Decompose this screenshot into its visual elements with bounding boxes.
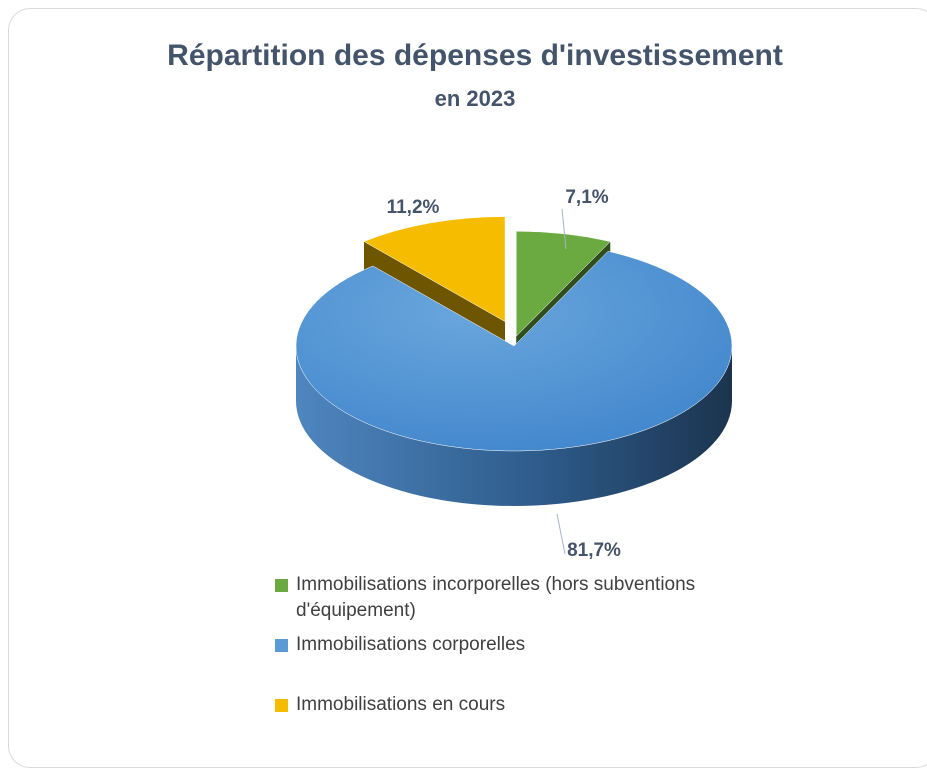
chart-subtitle: en 2023 bbox=[435, 86, 516, 111]
legend-label: Immobilisations corporelles bbox=[296, 634, 526, 655]
chart: Répartition des dépenses d'investissemen… bbox=[167, 39, 783, 561]
legend-item: Immobilisations corporelles bbox=[275, 632, 795, 658]
slice-side bbox=[296, 346, 732, 506]
chart-title: Répartition des dépenses d'investissemen… bbox=[167, 39, 783, 72]
legend-swatch bbox=[275, 639, 288, 652]
legend-item: Immobilisations incorporelles (hors subv… bbox=[275, 572, 795, 624]
slice bbox=[295, 251, 733, 452]
leader-line bbox=[561, 208, 567, 250]
chart-card: Répartition des dépenses d'investissemen… bbox=[8, 8, 927, 768]
leader-line bbox=[556, 513, 566, 555]
legend-swatch bbox=[275, 699, 288, 712]
data-label: 7,1% bbox=[565, 187, 608, 208]
legend-label: Immobilisations en cours bbox=[296, 694, 506, 715]
slice bbox=[363, 216, 506, 323]
legend-label: Immobilisations incorporelles (hors subv… bbox=[296, 574, 696, 621]
legend-item: Immobilisations en cours bbox=[275, 692, 795, 718]
legend-swatch bbox=[275, 579, 288, 592]
data-label: 81,7% bbox=[567, 540, 621, 561]
data-label: 11,2% bbox=[387, 197, 440, 218]
